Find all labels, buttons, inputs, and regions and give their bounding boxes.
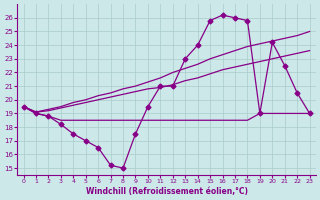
X-axis label: Windchill (Refroidissement éolien,°C): Windchill (Refroidissement éolien,°C) xyxy=(85,187,248,196)
